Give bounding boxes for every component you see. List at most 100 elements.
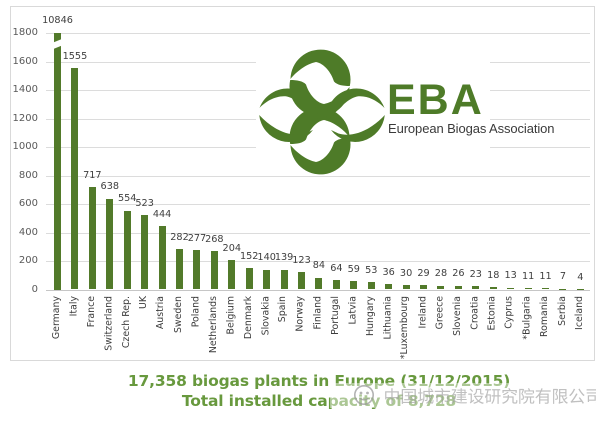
bar-luxembourg (402, 285, 410, 290)
category-label: Austria (155, 296, 167, 330)
value-label: 28 (434, 268, 448, 280)
value-label: 29 (417, 268, 430, 280)
bar-uk (141, 214, 149, 290)
category-label: Serbia (556, 296, 568, 326)
bar-iceland (576, 288, 584, 290)
value-label: 64 (330, 263, 343, 275)
value-label: 139 (274, 252, 294, 264)
value-label: 36 (382, 267, 395, 279)
bar-croatia (472, 286, 480, 290)
caption-line-2: Total installed capacity of 8,728 (181, 391, 457, 410)
caption-line-1: 17,358 biogas plants in Europe (31/12/20… (127, 372, 511, 390)
value-label: 59 (347, 263, 360, 275)
value-label: 23 (469, 268, 482, 280)
gridline (46, 232, 590, 234)
chart-caption: 17,358 biogas plants in Europe (31/12/20… (19, 372, 600, 411)
category-label: Spain (277, 296, 289, 323)
category-label: Latvia (347, 296, 359, 325)
bar-latvia (350, 281, 358, 290)
value-label: 26 (452, 268, 465, 280)
gridline (46, 204, 590, 205)
category-label: *Bulgaria (521, 296, 533, 340)
value-label: 11 (539, 270, 552, 282)
value-label: 140 (257, 252, 276, 264)
gridline (46, 33, 590, 34)
value-label: 30 (399, 267, 413, 279)
bar-cyprus (507, 287, 515, 290)
bar-italy (71, 67, 79, 290)
eba-logo-name: European Biogas Association (388, 121, 555, 136)
value-label: 13 (504, 270, 517, 282)
category-label: *Luxembourg (399, 296, 411, 360)
category-label: Finland (312, 296, 324, 330)
bar-belgium (228, 260, 236, 290)
value-label: 53 (365, 264, 378, 276)
bar-germany (54, 32, 61, 290)
gridline (46, 261, 590, 262)
watermark-graphic (330, 383, 600, 408)
category-label: Greece (434, 296, 446, 330)
value-label: 11 (521, 270, 535, 282)
bar-austria (158, 226, 166, 290)
y-tick-label: 200 (18, 255, 38, 266)
category-label: Poland (190, 296, 202, 328)
value-label: 204 (222, 243, 242, 255)
category-label: Czech Rep. (120, 296, 132, 349)
category-label: France (85, 296, 97, 328)
value-label: 523 (135, 197, 154, 209)
category-label: Denmark (242, 296, 254, 340)
y-tick-label: 1400 (12, 84, 38, 95)
bar-romania (542, 287, 550, 290)
petal-ball (326, 88, 385, 142)
category-label: Estonia (486, 296, 498, 331)
value-label: 152 (239, 250, 259, 262)
gridline (46, 175, 590, 177)
eba-logo: EBA European Biogas Association (256, 44, 555, 175)
value-label: 638 (100, 181, 120, 193)
watermark: 中国城市建设研究院有限公司 (330, 382, 600, 415)
value-label: 444 (152, 208, 172, 220)
bar-estonia (489, 286, 497, 290)
category-label: Italy (68, 296, 80, 317)
value-label: 18 (487, 269, 500, 281)
y-tick-label: 1200 (12, 112, 38, 124)
bar-poland (193, 250, 201, 290)
category-label: Switzerland (103, 296, 115, 351)
category-label: Belgium (225, 296, 237, 335)
category-label: Norway (295, 296, 307, 332)
watermark-emblem-icon (353, 385, 374, 405)
bar-france (88, 187, 96, 290)
value-label: 10846 (42, 15, 73, 27)
value-label: 7 (559, 271, 567, 283)
y-tick-label: 0 (31, 283, 38, 295)
category-label: Netherlands (207, 296, 219, 354)
value-label: 268 (205, 234, 224, 245)
category-label: Portugal (329, 296, 341, 335)
category-label: Slovenia (451, 296, 463, 336)
watermark-band (330, 383, 596, 408)
bar-sweden (176, 249, 183, 290)
bar-denmark (245, 267, 253, 290)
value-label: 84 (312, 260, 326, 272)
category-label: Lithuania (382, 296, 394, 340)
bar-ireland (420, 285, 428, 290)
bar-slovenia (454, 285, 462, 290)
bar-portugal (332, 280, 340, 290)
bar-finland (315, 277, 323, 290)
bar-spain (280, 269, 288, 290)
value-label: 4 (577, 271, 584, 283)
x-axis-line (46, 289, 590, 291)
category-label: Hungary (364, 296, 376, 337)
petal-ball (259, 88, 318, 142)
eba-logo-icon (259, 49, 385, 175)
bar-greece (437, 285, 445, 290)
category-label: Slovakia (260, 296, 272, 336)
category-label: Sweden (173, 296, 185, 334)
bar-hungary (367, 281, 375, 290)
value-label: 282 (170, 232, 189, 243)
y-tick-label: 1000 (12, 141, 38, 152)
value-label: 277 (187, 232, 207, 244)
category-label: Ireland (417, 296, 429, 329)
bar-norway (298, 271, 306, 290)
category-label: Germany (51, 296, 62, 340)
